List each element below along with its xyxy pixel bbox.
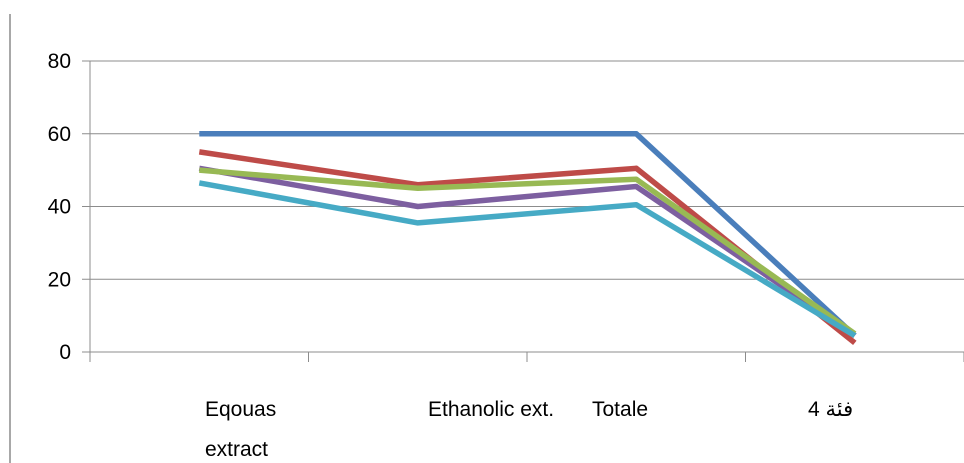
series-lines <box>198 131 857 346</box>
y-tick-label: 40 <box>48 196 71 219</box>
x-tick-label: Eqouas <box>205 398 276 421</box>
y-tick-label: 60 <box>48 123 71 146</box>
x-tick-label: Ethanolic ext. <box>428 398 554 421</box>
x-tick-label: Totale <box>592 398 648 421</box>
y-axis-tick-labels: 0 20 40 60 80 <box>48 50 71 364</box>
series-line-4 <box>199 167 857 337</box>
y-tick-label: 0 <box>59 341 71 364</box>
x-tick-label-line2: extract <box>205 438 268 461</box>
series-line-1 <box>199 131 857 338</box>
series-line-3 <box>198 165 857 338</box>
x-tick-label: فئة 4 <box>808 398 853 421</box>
axes <box>82 60 964 362</box>
y-tick-label: 80 <box>48 50 71 73</box>
y-tick-label: 20 <box>48 268 71 291</box>
series-line-5 <box>198 180 857 338</box>
